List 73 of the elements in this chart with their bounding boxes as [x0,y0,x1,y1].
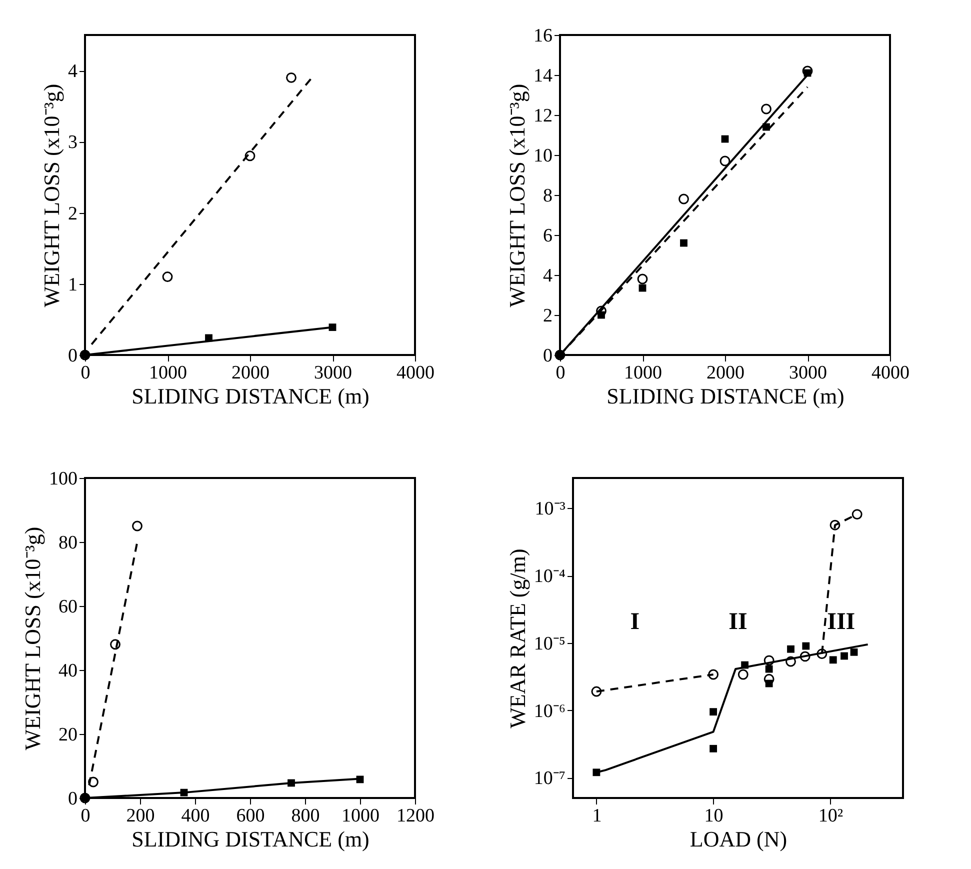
annotation: II [728,609,748,635]
y-tick-label: 10⁻⁴ [534,566,566,588]
x-axis-title: SLIDING DISTANCE (m) [132,384,370,408]
point [244,150,256,162]
point [356,776,364,784]
y-tick-label: 10 [534,146,552,166]
y-tick-label: 40 [58,660,78,682]
x-tick-label: 800 [291,806,320,826]
y-tick-label: 10⁻⁷ [534,768,566,790]
x-axis-title: SLIDING DISTANCE (m) [606,384,844,408]
y-tick-label: 80 [58,532,78,554]
x-tick-label: 1000 [624,362,662,384]
y-tick-label: 10⁻⁶ [534,700,566,722]
point [598,311,605,319]
y-tick-label: 1 [68,274,78,296]
point [88,776,98,788]
y-tick-label: 0 [68,346,78,366]
point [162,272,173,282]
annotation: III [827,609,856,635]
point [328,324,336,331]
point [286,72,296,83]
point [762,123,770,131]
y-axis-title: WEIGHT LOSS (x10⁻³g) [20,526,45,750]
y-tick-label: 60 [58,596,78,618]
point [720,156,730,166]
y-tick-label: 6 [543,226,552,246]
x-tick-label: 1 [592,806,602,826]
y-axis-title: WEIGHT LOSS (x10⁻³g) [504,84,530,308]
x-tick-label: 10 [704,806,724,826]
y-tick-label: 0 [68,788,78,810]
x-axis-title: SLIDING DISTANCE (m) [132,826,370,852]
y-tick-label: 100 [49,468,78,490]
point [180,788,188,796]
x-tick-label: 3000 [314,362,352,384]
x-tick-label: 1000 [342,806,380,826]
y-tick-label: 10⁻⁵ [534,633,566,654]
point [288,779,295,787]
x-tick-label: 4000 [396,362,434,384]
x-tick-label: 400 [181,806,210,826]
y-tick-label: 12 [534,106,552,126]
point [596,306,606,316]
x-tick-label: 200 [126,806,155,826]
y-tick-label: 14 [534,66,553,86]
point [802,66,813,76]
annotation: I [630,609,640,635]
x-tick-label: 600 [236,806,265,826]
point [761,104,772,114]
point [637,274,648,284]
y-axis-title: WEAR RATE (g/m) [504,548,530,728]
y-tick-label: 2 [543,306,552,326]
y-tick-label: 2 [68,203,78,224]
y-tick-label: 3 [68,132,78,154]
x-tick-label: 1000 [149,362,187,384]
x-tick-label: 3000 [789,362,827,384]
y-tick-label: 4 [543,266,553,286]
y-tick-label: 20 [58,724,78,746]
x-tick-label: 2000 [706,362,744,384]
point [680,239,688,247]
y-tick-label: 4 [68,61,78,82]
x-tick-label: 2000 [232,362,270,384]
y-tick-label: 8 [543,186,552,206]
point [205,334,212,342]
x-tick-label: 4000 [872,362,910,384]
x-axis-title: LOAD (N) [690,826,788,852]
y-tick-label: 16 [534,26,552,46]
y-tick-label: 0 [543,346,552,366]
point [110,639,120,650]
y-axis-title: WEIGHT LOSS (x10⁻³g) [39,84,64,308]
point [132,520,142,532]
x-tick-label: 1200 [396,806,434,826]
point [678,194,689,204]
x-tick-label: 10² [818,806,844,826]
y-tick-label: 10⁻³ [534,498,566,520]
